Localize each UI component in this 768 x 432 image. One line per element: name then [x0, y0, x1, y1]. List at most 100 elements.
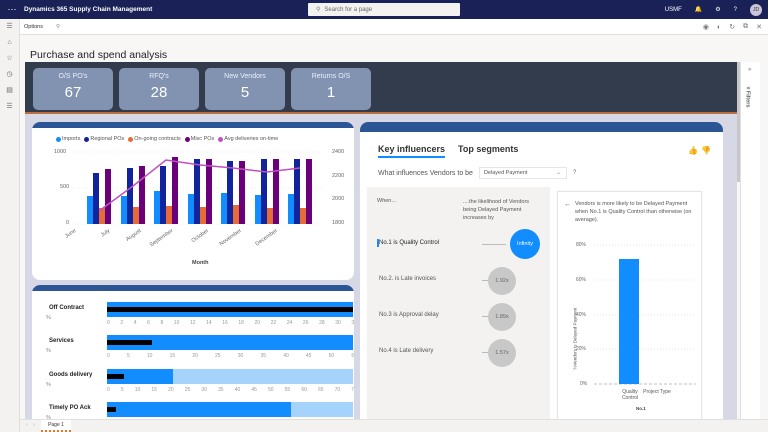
bullet-axis: 02468101214161820222426283032 — [107, 320, 354, 326]
tab-top-segments[interactable]: Top segments — [458, 144, 519, 154]
bullet-axis: 051015202530354045505560657075 — [107, 387, 354, 393]
card-header — [360, 122, 723, 132]
y-tick: 20% — [576, 346, 587, 352]
selected-indicator — [377, 239, 379, 247]
influencers-list: When... ....the likelihood of Vendors be… — [367, 187, 550, 422]
canvas-scrollbar[interactable] — [737, 62, 740, 182]
bullet-timely-po-ack[interactable] — [107, 402, 353, 417]
office-icon[interactable]: ◐ — [717, 23, 722, 31]
kpi-label: RFQ's — [149, 73, 169, 80]
back-arrow-icon[interactable]: ← — [564, 201, 571, 208]
kpi-value: 67 — [64, 84, 82, 101]
x-axis-label: No.1 — [636, 406, 646, 411]
home-icon[interactable]: ⌂ — [7, 39, 12, 46]
x-tick: Project Type — [643, 389, 671, 395]
thumbs-up-icon[interactable]: 👍 — [688, 146, 698, 155]
col-likelihood: ....the likelihood of Vendors being Dela… — [463, 199, 530, 221]
bullet-off-contract[interactable] — [107, 302, 353, 317]
influence-bubble[interactable]: Infinity — [510, 229, 540, 259]
help-icon[interactable]: ? — [733, 6, 737, 13]
y-tick: 60% — [576, 277, 587, 283]
chevron-down-icon: ⌄ — [556, 170, 561, 176]
search-icon[interactable]: ⚲ — [55, 23, 60, 30]
y-tick: 1000 — [54, 149, 67, 155]
page-tabs-bar: ‹ › Page 1 — [20, 419, 768, 432]
collapse-icon[interactable]: » — [748, 67, 752, 73]
bullet-label: Off Contract — [49, 305, 84, 311]
influence-bubble[interactable]: 1.57x — [488, 339, 516, 367]
bullet-charts-card[interactable]: Off Contract % 0 2 4 6 8 10 12 14 16 18 20 22 24 26 28… — [32, 285, 354, 425]
detail-description: Vendors is more likely to be Delayed Pay… — [575, 201, 692, 223]
bullet-label: Goods delivery — [49, 372, 93, 378]
filters-label: ▿ Filters — [744, 86, 751, 108]
y-tick: 40% — [576, 312, 587, 318]
kpi-card-new-vendors[interactable]: New Vendors 5 — [205, 68, 285, 110]
search-placeholder: Search for a page — [324, 6, 373, 13]
legend-avg-deliveries[interactable]: Avg deliveries on-time — [218, 136, 278, 142]
influence-bubble[interactable]: 1.89x — [488, 303, 516, 331]
bullet-services[interactable] — [107, 335, 353, 350]
workspaces-icon[interactable]: ▤ — [6, 87, 13, 94]
legend-ongoing-contracts[interactable]: On-going contracts — [128, 136, 181, 142]
x-axis-label: Month — [192, 260, 209, 266]
influencer-item[interactable]: No.1 is Quality Control — [379, 240, 440, 246]
kpi-card-returns-os[interactable]: Returns O/S 1 — [291, 68, 371, 110]
options-bar: Options ⚲ ◉ ◐ ↻ ⧉ ✕ — [20, 19, 768, 35]
popout-icon[interactable]: ⧉ — [743, 23, 749, 30]
notifications-icon[interactable]: 🔔 — [694, 7, 703, 13]
legend-misc-pos[interactable]: Misc POs — [184, 136, 214, 142]
col-when: When... — [377, 198, 396, 204]
kpi-label: O/S PO's — [58, 73, 88, 80]
bullet-label: Timely PO Ack — [49, 405, 91, 411]
question-label: What influences Vendors to be — [378, 169, 473, 177]
avatar[interactable]: JD — [750, 3, 762, 16]
purchases-combo-chart[interactable]: Imports Regional POs On-going contracts … — [32, 122, 354, 280]
y-tick: 500 — [60, 184, 70, 190]
x-tick: Quality Control — [621, 389, 639, 401]
y-tick: 0 — [66, 220, 70, 226]
influence-bubble[interactable]: 1.92x — [488, 267, 516, 295]
top-bar: ⋯ Dynamics 365 Supply Chain Management ⚲… — [0, 0, 768, 19]
view-icon[interactable]: ◉ — [702, 24, 710, 31]
refresh-icon[interactable]: ↻ — [729, 24, 736, 31]
tab-page-1[interactable]: Page 1 — [41, 420, 71, 432]
kpi-band: O/S PO's 67 RFQ's 28 New Vendors 5 Retur… — [25, 62, 737, 114]
unit-label: % — [46, 348, 51, 354]
kpi-card-os-pos[interactable]: O/S PO's 67 — [33, 68, 113, 110]
favorites-icon[interactable]: ☆ — [6, 55, 13, 62]
chart-legend: Imports Regional POs On-going contracts … — [56, 136, 278, 142]
help-icon[interactable]: ? — [572, 170, 577, 176]
recent-icon[interactable]: ◷ — [6, 71, 13, 78]
close-icon[interactable]: ✕ — [756, 24, 762, 31]
app-launcher-icon[interactable]: ⋯ — [7, 4, 17, 14]
filters-pane[interactable]: » ▿ Filters — [740, 62, 760, 420]
detail-bar-chart — [594, 244, 696, 385]
kpi-value: 28 — [150, 84, 168, 101]
options-tab[interactable]: Options — [24, 23, 43, 30]
y-tick: 0% — [580, 381, 588, 387]
influencer-item[interactable]: No.2. is Late invoices — [379, 276, 437, 282]
hamburger-icon[interactable]: ☰ — [6, 23, 13, 30]
influencer-item[interactable]: No.3 is Approval delay — [379, 312, 439, 318]
next-page-icon[interactable]: › — [33, 422, 35, 428]
outcome-dropdown[interactable]: Delayed Payment ⌄ — [478, 167, 567, 179]
modules-icon[interactable]: ☰ — [6, 103, 13, 110]
prev-page-icon[interactable]: ‹ — [26, 422, 28, 428]
kpi-label: Returns O/S — [311, 73, 351, 80]
kpi-label: New Vendors — [224, 73, 266, 80]
tab-key-influencers[interactable]: Key influencers — [378, 144, 446, 158]
search-input[interactable]: ⚲ Search for a page — [308, 3, 460, 16]
settings-icon[interactable]: ⚙ — [715, 7, 721, 13]
company-picker[interactable]: USMF — [664, 6, 682, 13]
dropdown-value: Delayed Payment — [483, 170, 528, 176]
legend-imports[interactable]: Imports — [56, 136, 80, 142]
y2-tick: 2400 — [332, 149, 345, 155]
influencer-detail-panel: ← Vendors is more likely to be Delayed P… — [557, 191, 702, 422]
influencer-item[interactable]: No.4 is Late delivery — [379, 348, 434, 354]
thumbs-down-icon[interactable]: 👎 — [701, 146, 711, 155]
kpi-card-rfqs[interactable]: RFQ's 28 — [119, 68, 199, 110]
y2-tick: 2200 — [332, 173, 345, 179]
search-icon: ⚲ — [316, 7, 321, 13]
legend-regional-pos[interactable]: Regional POs — [84, 136, 124, 142]
bullet-goods-delivery[interactable] — [107, 369, 353, 384]
